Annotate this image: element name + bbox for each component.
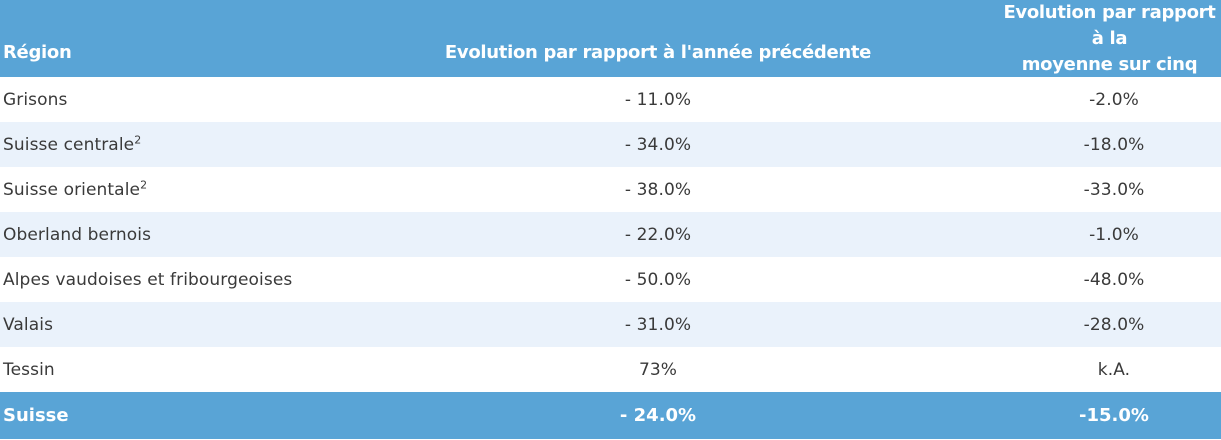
table-row: Tessin 73% k.A.	[0, 347, 1221, 392]
prev-year-cell: - 22.0%	[624, 224, 692, 245]
footnote-marker: 2	[140, 177, 148, 191]
five-year-cell: -28.0%	[1083, 314, 1145, 335]
five-year-cell: -33.0%	[1083, 179, 1145, 200]
table-total-row: Suisse - 24.0% -15.0%	[0, 392, 1221, 439]
prev-year-cell: - 50.0%	[624, 269, 692, 290]
table-row: Valais - 31.0% -28.0%	[0, 302, 1221, 347]
table-row: Suisse orientale2 - 38.0% -33.0%	[0, 167, 1221, 212]
table-header-row: Région Evolution par rapport à l'année p…	[0, 0, 1221, 101]
table-row: Oberland bernois - 22.0% -1.0%	[0, 212, 1221, 257]
header-footnote-marker: 1	[1123, 78, 1131, 91]
header-prev-year: Evolution par rapport à l'année précéden…	[444, 41, 872, 63]
table-row: Suisse centrale2 - 34.0% -18.0%	[0, 122, 1221, 167]
five-year-cell: k.A.	[1097, 359, 1131, 380]
prev-year-cell: 73%	[638, 359, 678, 380]
region-cell: Oberland bernois	[3, 224, 152, 245]
region-cell: Tessin	[3, 359, 55, 380]
five-year-cell: -2.0%	[1089, 89, 1139, 110]
header-region: Région	[3, 41, 72, 63]
region-cell: Suisse centrale2	[3, 132, 142, 155]
region-cell: Grisons	[3, 89, 68, 110]
prev-year-cell: - 11.0%	[624, 89, 692, 110]
region-cell: Suisse orientale2	[3, 177, 148, 200]
five-year-cell: -1.0%	[1089, 224, 1139, 245]
table-row: Alpes vaudoises et fribourgeoises - 50.0…	[0, 257, 1221, 302]
total-region-cell: Suisse	[3, 405, 69, 426]
header-five-year-line1: Evolution par rapport à la	[1003, 2, 1216, 49]
prev-year-cell: - 31.0%	[624, 314, 692, 335]
five-year-cell: -18.0%	[1083, 134, 1145, 155]
total-prev-year-cell: - 24.0%	[619, 405, 697, 426]
region-cell: Valais	[3, 314, 54, 335]
header-five-year: Evolution par rapport à la moyenne sur c…	[998, 0, 1221, 104]
total-five-year-cell: -15.0%	[1079, 405, 1149, 426]
table-row: Grisons - 11.0% -2.0%	[0, 77, 1221, 122]
header-five-year-line2: moyenne sur cinq ans	[1021, 54, 1198, 101]
prev-year-cell: - 38.0%	[624, 179, 692, 200]
prev-year-cell: - 34.0%	[624, 134, 692, 155]
footnote-marker: 2	[134, 132, 142, 146]
region-cell: Alpes vaudoises et fribourgeoises	[3, 269, 293, 290]
five-year-cell: -48.0%	[1083, 269, 1145, 290]
